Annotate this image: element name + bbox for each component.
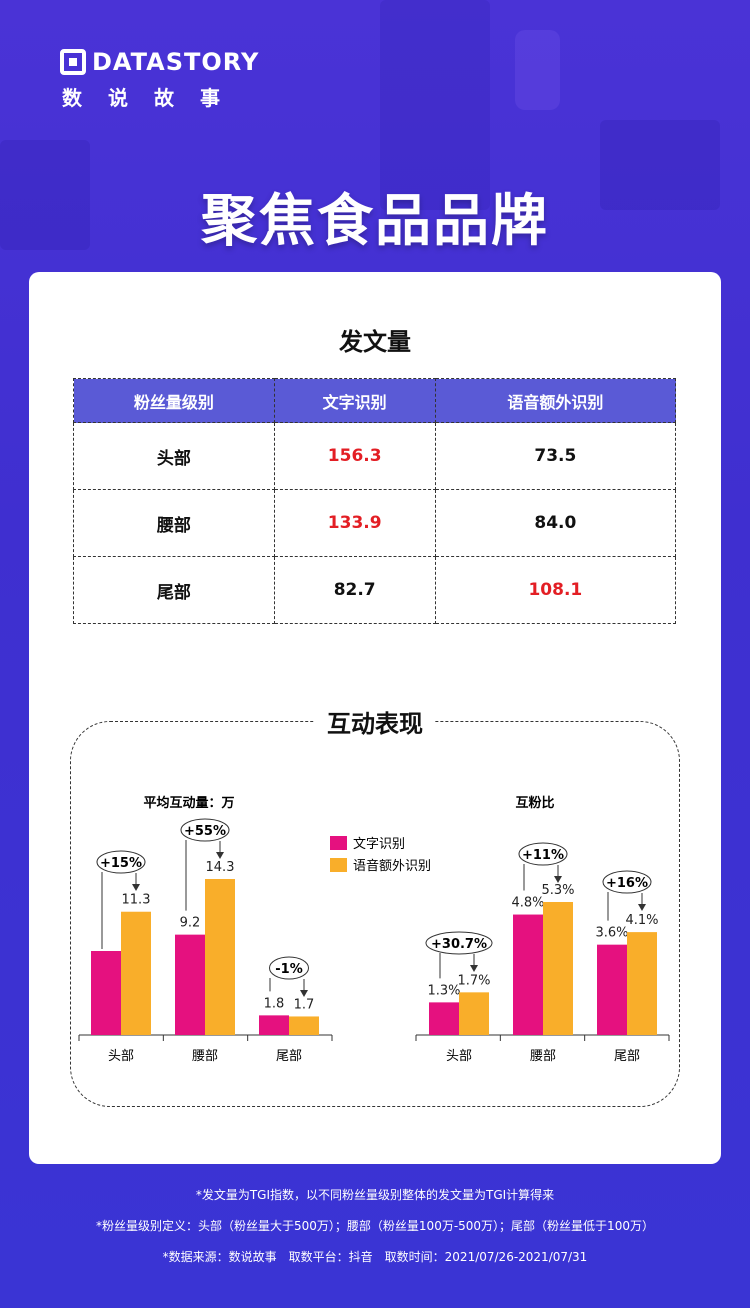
arrow-head-icon — [216, 852, 224, 859]
table-header-row: 粉丝量级别 文字识别 语音额外识别 — [73, 378, 677, 423]
bar-voice — [121, 911, 151, 1035]
header-voice: 语音额外识别 — [434, 378, 677, 423]
data-label: 11.3 — [122, 893, 151, 908]
bar-text — [513, 914, 543, 1035]
arrow-head-icon — [638, 904, 646, 911]
interaction-title: 互动表现 — [315, 710, 435, 738]
bar-text — [175, 934, 205, 1035]
arrow-head-icon — [132, 884, 140, 891]
change-bubble — [602, 870, 652, 894]
header-level: 粉丝量级别 — [73, 378, 275, 423]
change-label: +15% — [100, 856, 142, 871]
brand-subtitle: 数说故事 — [62, 86, 246, 110]
change-label: +30.7% — [431, 937, 487, 952]
legend-swatch — [330, 858, 347, 872]
row-voice-value: 108.1 — [434, 556, 677, 624]
change-bubble — [180, 818, 230, 842]
row-level: 尾部 — [73, 556, 275, 624]
bg-cup — [515, 30, 560, 110]
bg-block — [600, 120, 720, 210]
footnotes: *发文量为TGI指数，以不同粉丝量级别整体的发文量为TGI计算得来 *粉丝量级别… — [0, 1186, 750, 1279]
row-text-value: 82.7 — [273, 556, 436, 624]
table-row: 尾部 82.7 108.1 — [73, 556, 677, 624]
change-bubble — [96, 850, 146, 874]
data-label: 1.3% — [427, 983, 460, 998]
logo-mark-icon — [60, 49, 86, 75]
post-volume-table: 粉丝量级别 文字识别 语音额外识别 头部 156.3 73.5 腰部 133.9… — [73, 378, 677, 624]
bar-voice — [459, 992, 489, 1035]
interaction-charts: 平均互动量：万 11.3 头部 +15% 9.2 14.3 腰部 +55% 1.8 1.7 尾部 -1… — [78, 795, 670, 1064]
bar-voice — [627, 932, 657, 1035]
row-text-value: 156.3 — [273, 422, 436, 490]
data-label: 1.8 — [264, 996, 285, 1011]
row-voice-value: 73.5 — [434, 422, 677, 490]
change-label: +16% — [606, 876, 648, 891]
interaction-title-wrap: 互动表现 — [29, 704, 721, 739]
page-headline: 聚焦食品品牌 — [201, 189, 549, 254]
data-label: 14.3 — [206, 860, 235, 875]
category-label: 尾部 — [614, 1049, 640, 1064]
arrow-head-icon — [554, 876, 562, 883]
data-label: 4.8% — [511, 896, 544, 911]
content-card: 发文量 粉丝量级别 文字识别 语音额外识别 头部 156.3 73.5 腰部 1… — [29, 272, 721, 1164]
data-label: 3.6% — [595, 926, 628, 941]
bar-voice — [543, 902, 573, 1035]
table-title: 发文量 — [339, 328, 411, 356]
footnote-tgi: *发文量为TGI指数，以不同粉丝量级别整体的发文量为TGI计算得来 — [195, 1188, 555, 1202]
bar-voice — [289, 1016, 319, 1035]
footnote-source: *数据来源：数说故事 取数平台：抖音 取数时间：2021/07/26-2021/… — [162, 1250, 588, 1264]
data-label: 1.7 — [294, 997, 315, 1012]
row-voice-value: 84.0 — [434, 489, 677, 557]
category-label: 尾部 — [276, 1049, 302, 1064]
arrow-head-icon — [300, 990, 308, 997]
change-label: -1% — [275, 962, 302, 977]
row-level: 头部 — [73, 422, 275, 490]
data-label: 5.3% — [541, 883, 574, 898]
data-label: 4.1% — [625, 913, 658, 928]
change-label: +11% — [522, 848, 564, 863]
bg-block-left — [0, 140, 90, 250]
footnote-levels: *粉丝量级别定义：头部（粉丝量大于500万）；腰部（粉丝量100万-500万）；… — [96, 1219, 654, 1233]
row-level: 腰部 — [73, 489, 275, 557]
arrow-head-icon — [470, 965, 478, 972]
change-bubble — [518, 842, 568, 866]
category-label: 头部 — [108, 1049, 134, 1064]
change-bubble — [425, 931, 493, 955]
chart-title: 平均互动量：万 — [143, 795, 234, 811]
bg-building — [380, 0, 490, 210]
legend-label: 文字识别 — [353, 837, 405, 852]
header-text: 文字识别 — [273, 378, 436, 423]
legend-swatch — [330, 836, 347, 850]
bar-text — [597, 944, 627, 1035]
change-bubble — [269, 956, 309, 980]
category-label: 腰部 — [192, 1049, 218, 1064]
category-label: 头部 — [446, 1049, 472, 1064]
category-label: 腰部 — [530, 1049, 556, 1064]
brand-logo: DATASTORY 数说故事 — [60, 48, 259, 111]
legend-label: 语音额外识别 — [353, 858, 431, 874]
chart-title: 互粉比 — [515, 795, 554, 811]
data-label: 1.7% — [457, 973, 490, 988]
table-row: 头部 156.3 73.5 — [73, 422, 677, 490]
data-label: 9.2 — [180, 916, 201, 931]
brand-name: DATASTORY — [92, 48, 260, 76]
bar-voice — [205, 879, 235, 1035]
bar-text — [429, 1002, 459, 1035]
bar-text — [259, 1015, 289, 1035]
table-row: 腰部 133.9 84.0 — [73, 489, 677, 557]
row-text-value: 133.9 — [273, 489, 436, 557]
change-label: +55% — [184, 824, 226, 839]
bar-text — [91, 951, 121, 1035]
